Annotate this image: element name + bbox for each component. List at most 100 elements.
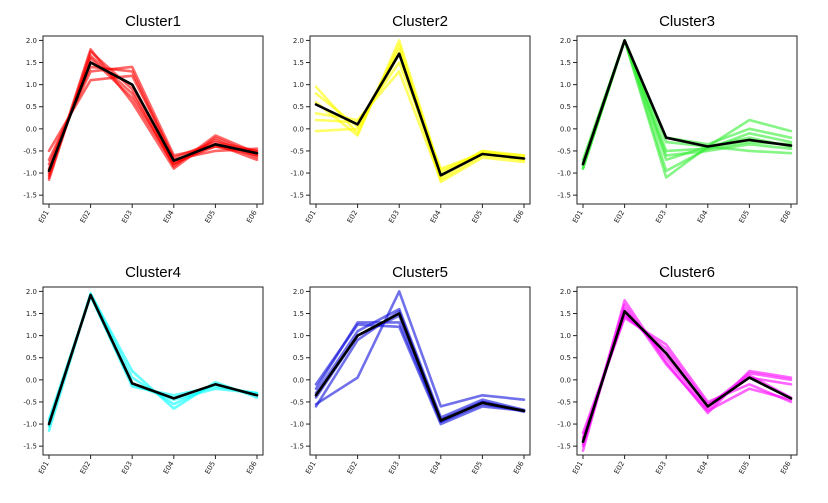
y-tick-label: -0.5 — [290, 147, 304, 155]
plot-frame — [309, 35, 531, 205]
x-tick-label: E06 — [245, 460, 259, 476]
y-tick-label: -0.5 — [557, 398, 571, 406]
panel-title: Cluster1 — [125, 13, 181, 30]
y-tick-label: 1.5 — [26, 310, 37, 318]
y-tick-label: -1.5 — [557, 192, 571, 200]
x-tick-label: E04 — [162, 209, 176, 225]
panel-title: Cluster4 — [125, 264, 181, 281]
y-tick-label: -1.0 — [557, 421, 571, 429]
y-tick-label: -0.5 — [290, 398, 304, 406]
y-tick-label: 0.0 — [560, 125, 571, 133]
x-tick-label: E06 — [779, 209, 793, 225]
y-tick-label: -1.5 — [290, 192, 304, 200]
x-tick-label: E02 — [79, 209, 93, 225]
x-tick-label: E06 — [512, 209, 526, 225]
x-tick-label: E05 — [471, 460, 485, 476]
y-tick-label: 0.5 — [26, 354, 37, 362]
x-tick-label: E04 — [162, 460, 176, 476]
y-tick-label: -1.5 — [557, 443, 571, 451]
y-tick-label: 0.5 — [560, 103, 571, 111]
x-tick-label: E03 — [387, 460, 401, 476]
y-tick-label: 2.0 — [26, 288, 37, 296]
y-tick-label: 1.5 — [560, 59, 571, 67]
panel-title: Cluster2 — [392, 13, 448, 30]
x-tick-label: E03 — [387, 209, 401, 225]
y-tick-label: 2.0 — [293, 288, 304, 296]
member-series-line — [581, 303, 793, 446]
cluster-center-line — [47, 293, 259, 426]
y-tick-label: 2.0 — [560, 37, 571, 45]
y-tick-label: 0.0 — [26, 125, 37, 133]
y-tick-label: -1.0 — [23, 170, 37, 178]
x-tick-label: E06 — [245, 209, 259, 225]
y-tick-label: -1.5 — [23, 192, 37, 200]
y-tick-label: 1.0 — [26, 81, 37, 89]
cluster-center-line — [581, 39, 793, 166]
x-tick-label: E05 — [204, 209, 218, 225]
y-tick-label: -1.0 — [23, 421, 37, 429]
x-tick-label: E01 — [37, 460, 51, 476]
y-tick-label: 1.5 — [293, 310, 304, 318]
x-tick-label: E01 — [571, 460, 585, 476]
x-tick-label: E02 — [79, 460, 93, 476]
panel-3: Cluster3 -1.5 -1.0 -0.5 0.0 0.5 1.0 1.5 2.0 E01 E0… — [557, 13, 798, 225]
member-series-line — [47, 294, 259, 421]
cluster-center-line — [581, 309, 793, 444]
x-tick-label: E05 — [204, 460, 218, 476]
plot-frame — [309, 286, 531, 456]
member-series-line — [47, 292, 259, 428]
member-series-line — [47, 294, 259, 424]
x-tick-label: E03 — [654, 460, 668, 476]
x-tick-label: E06 — [779, 460, 793, 476]
x-tick-label: E02 — [346, 209, 360, 225]
y-tick-label: 1.5 — [560, 310, 571, 318]
x-tick-label: E01 — [304, 460, 318, 476]
y-tick-label: -0.5 — [23, 398, 37, 406]
y-tick-label: 2.0 — [293, 37, 304, 45]
plot-frame — [576, 286, 798, 456]
panel-1: Cluster1 -1.5 -1.0 -0.5 0.0 0.5 1.0 1.5 2.0 E01 E0… — [23, 13, 264, 225]
member-series-line — [314, 323, 526, 426]
member-series-line — [314, 47, 526, 173]
member-series-line — [314, 290, 526, 408]
x-tick-label: E02 — [613, 209, 627, 225]
y-tick-label: 1.0 — [293, 332, 304, 340]
cluster-center-line — [314, 52, 526, 177]
y-tick-label: -1.0 — [557, 170, 571, 178]
y-tick-label: 0.5 — [293, 103, 304, 111]
panel-5: Cluster5 -1.5 -1.0 -0.5 0.0 0.5 1.0 1.5 2.0 E01 E0… — [290, 264, 531, 476]
y-tick-label: 1.5 — [293, 59, 304, 67]
y-tick-label: 0.0 — [560, 376, 571, 384]
cluster-center-line — [314, 312, 526, 422]
y-tick-label: 1.0 — [560, 81, 571, 89]
panel-title: Cluster6 — [659, 264, 715, 281]
y-tick-label: -1.0 — [290, 421, 304, 429]
y-tick-label: 2.0 — [560, 288, 571, 296]
cluster-center-line — [47, 61, 259, 173]
x-tick-label: E04 — [696, 460, 710, 476]
x-tick-label: E05 — [471, 209, 485, 225]
y-tick-label: 1.0 — [26, 332, 37, 340]
plot-frame — [576, 35, 798, 205]
member-series-line — [314, 307, 526, 419]
x-tick-label: E04 — [429, 460, 443, 476]
x-tick-label: E03 — [120, 209, 134, 225]
y-tick-label: 1.5 — [26, 59, 37, 67]
panel-2: Cluster2 -1.5 -1.0 -0.5 0.0 0.5 1.0 1.5 2.0 E01 E0… — [290, 13, 531, 225]
x-tick-label: E01 — [37, 209, 51, 225]
y-tick-label: 0.5 — [293, 354, 304, 362]
x-tick-label: E05 — [738, 209, 752, 225]
panel-title: Cluster5 — [392, 264, 448, 281]
y-tick-label: 0.5 — [560, 354, 571, 362]
x-tick-label: E03 — [654, 209, 668, 225]
y-tick-label: -0.5 — [557, 147, 571, 155]
y-tick-label: -1.5 — [23, 443, 37, 451]
x-tick-label: E01 — [571, 209, 585, 225]
y-tick-label: -0.5 — [23, 147, 37, 155]
x-tick-label: E02 — [346, 460, 360, 476]
y-tick-label: -1.5 — [290, 443, 304, 451]
y-tick-label: 0.0 — [26, 376, 37, 384]
y-tick-label: 2.0 — [26, 37, 37, 45]
